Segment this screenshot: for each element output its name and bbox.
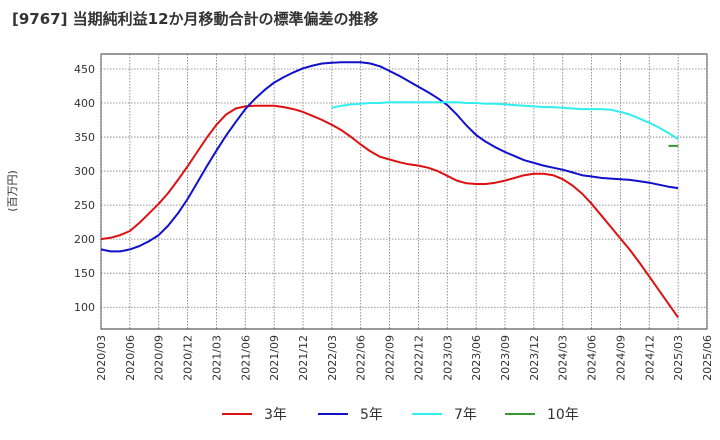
legend-label: 5年 — [360, 407, 383, 423]
x-tick-label: 2022/03 — [326, 335, 339, 381]
y-tick-label: 200 — [74, 233, 95, 246]
x-tick-label: 2023/12 — [528, 335, 541, 381]
x-tick-label: 2025/06 — [701, 335, 714, 381]
y-tick-label: 450 — [74, 63, 95, 76]
x-tick-label: 2023/09 — [499, 335, 512, 381]
legend: 3年 5年 7年 10年 — [222, 407, 579, 423]
series-line-2 — [100, 61, 679, 253]
x-tick-label: 2020/12 — [182, 335, 195, 381]
y-tick-label: 100 — [74, 301, 95, 314]
chart-title: [9767] 当期純利益12か月移動合計の標準偏差の推移 — [12, 10, 379, 28]
legend-label: 10年 — [547, 407, 579, 423]
x-tick-label: 2022/09 — [384, 335, 397, 381]
x-tick-label: 2020/03 — [95, 335, 108, 381]
x-axis-ticks: 2020/03 2020/06 2020/09 2020/12 2021/03 2021/… — [95, 335, 714, 381]
x-tick-label: 2020/09 — [153, 335, 166, 381]
x-tick-label: 2021/12 — [297, 335, 310, 381]
series-line-3 — [331, 101, 679, 140]
x-tick-label: 2020/06 — [124, 335, 137, 381]
x-tick-label: 2024/09 — [614, 335, 627, 381]
x-tick-label: 2021/09 — [268, 335, 281, 381]
y-tick-label: 400 — [74, 97, 95, 110]
legend-label: 7年 — [454, 407, 477, 423]
y-tick-label: 150 — [74, 267, 95, 280]
x-tick-label: 2023/06 — [470, 335, 483, 381]
x-tick-label: 2024/03 — [557, 335, 570, 381]
series-line-1 — [100, 104, 679, 318]
x-tick-label: 2021/06 — [239, 335, 252, 381]
legend-label: 3年 — [264, 407, 287, 423]
y-tick-label: 350 — [74, 131, 95, 144]
x-tick-label: 2024/06 — [586, 335, 599, 381]
y-axis-label: (百万円) — [6, 170, 19, 212]
x-tick-label: 2022/12 — [412, 335, 425, 381]
x-tick-label: 2024/12 — [643, 335, 656, 381]
y-tick-label: 300 — [74, 165, 95, 178]
x-tick-label: 2022/06 — [355, 335, 368, 381]
plot-area — [100, 53, 708, 330]
x-tick-label: 2021/03 — [210, 335, 223, 381]
x-tick-label: 2025/03 — [672, 335, 685, 381]
series-lines — [100, 61, 679, 318]
x-tick-label: 2023/03 — [441, 335, 454, 381]
y-axis-ticks: 100 150 200 250 300 350 400 450 — [74, 63, 95, 314]
y-tick-label: 250 — [74, 199, 95, 212]
